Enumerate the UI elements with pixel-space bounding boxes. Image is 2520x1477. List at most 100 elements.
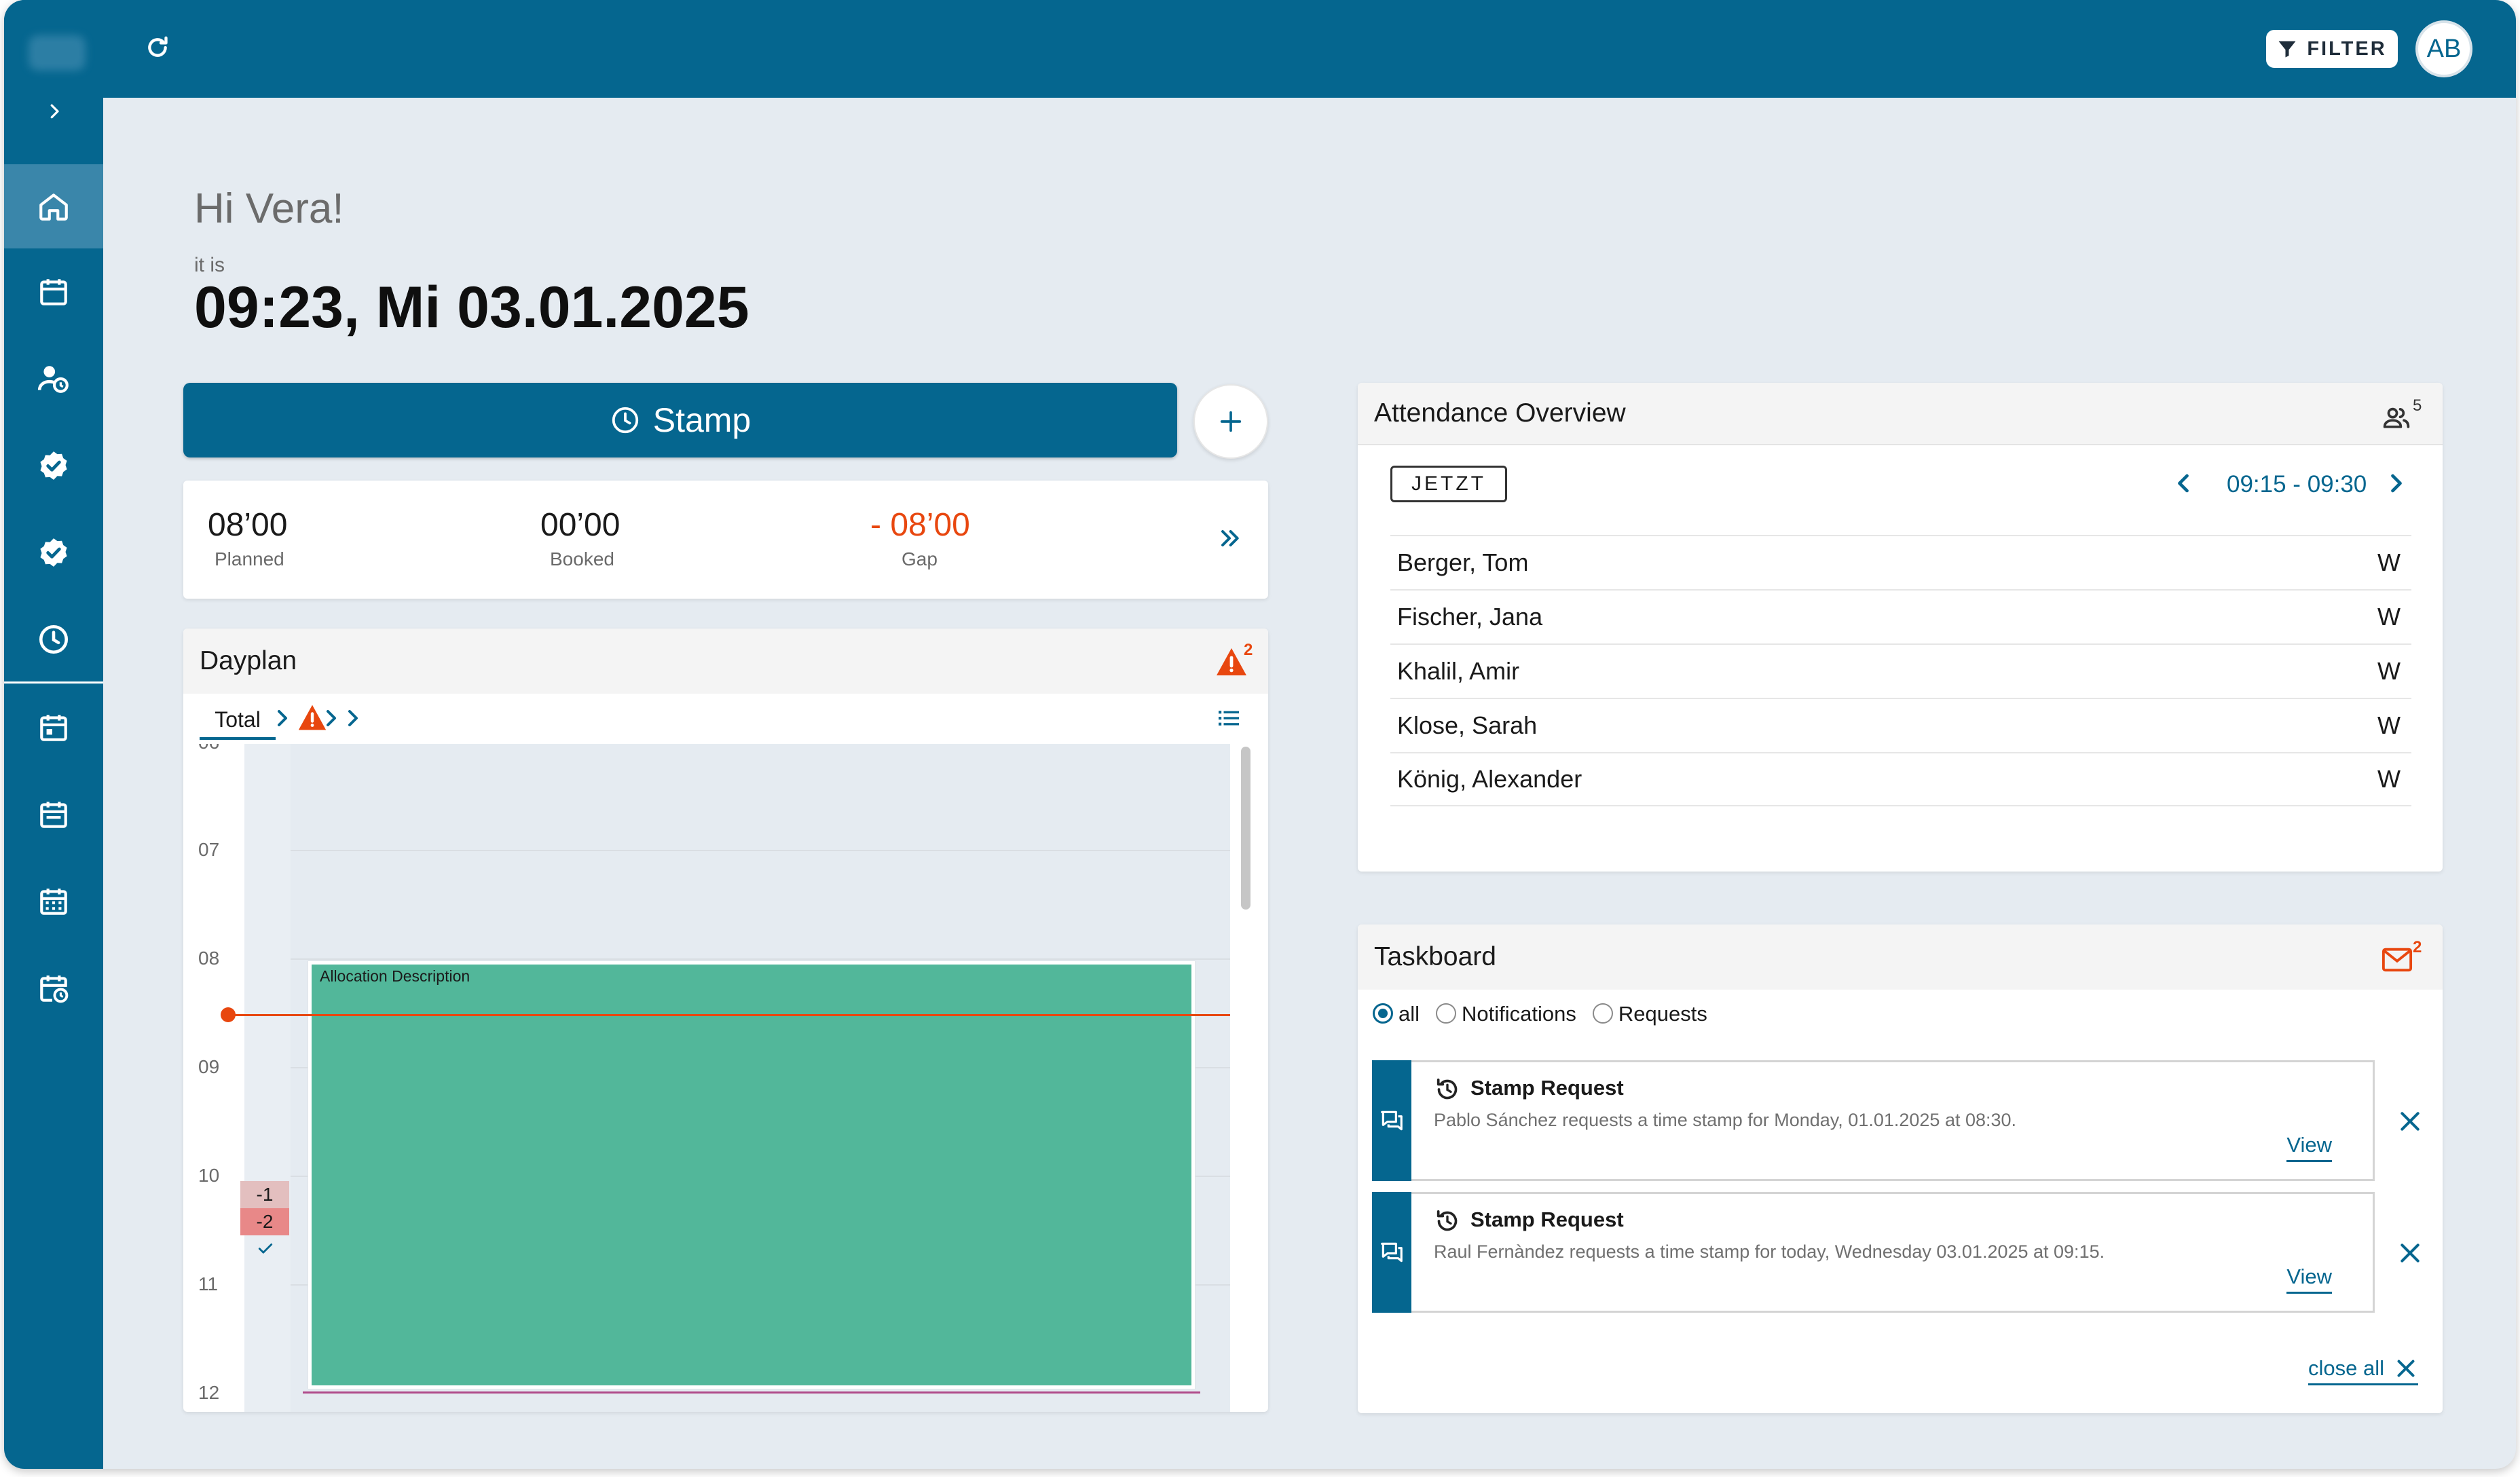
it-is-label: it is [194, 254, 225, 276]
gap-label: Gap [902, 548, 938, 569]
close-icon [2401, 1112, 2420, 1131]
stamp-button[interactable]: Stamp [183, 383, 1177, 457]
sidebar-item-calendar[interactable] [4, 250, 103, 334]
refresh-button[interactable] [143, 33, 172, 62]
message-text: Pablo Sánchez requests a time stamp for … [1434, 1110, 2017, 1130]
sidebar-item-schedule[interactable] [4, 772, 103, 857]
booked-value: 00’00 [540, 507, 620, 543]
taskboard-title: Taskboard [1374, 942, 1496, 971]
hour-label: 12 [198, 1382, 220, 1403]
close-icon [2401, 1244, 2420, 1263]
dayplan-timeline: 06 07 08 09 10 11 12 Allocation Descript… [183, 744, 1268, 1412]
filter-button[interactable]: FILTER [2266, 30, 2398, 68]
mail-icon [2382, 948, 2413, 972]
scrollbar[interactable] [1241, 747, 1250, 910]
calendar-grid-icon [40, 889, 67, 915]
plus-icon [1220, 411, 1242, 432]
booked-label: Booked [550, 548, 614, 569]
sidebar-item-time[interactable] [4, 597, 103, 681]
taskboard-filters: all Notifications Requests [1373, 1002, 1707, 1026]
grid-line [291, 850, 1230, 851]
sidebar-item-month[interactable] [4, 859, 103, 943]
taskboard-mail[interactable]: 2 [2382, 938, 2429, 976]
attendance-people[interactable]: 5 [2382, 396, 2429, 434]
chevron-left-icon[interactable] [2168, 468, 2198, 498]
balance-badge: -1 [240, 1181, 289, 1208]
chevron-right-icon[interactable] [339, 705, 367, 732]
view-link[interactable]: View [2286, 1133, 2332, 1162]
attendance-row[interactable]: König, Alexander W [1390, 752, 2411, 806]
home-icon [39, 193, 68, 221]
employee-name: König, Alexander [1397, 765, 1582, 793]
close-all-label: close all [2308, 1356, 2384, 1380]
sidebar-item-approvals[interactable] [4, 424, 103, 508]
history-icon [1437, 1079, 1458, 1100]
chevron-right-icon[interactable] [269, 705, 296, 732]
view-link[interactable]: View [2286, 1265, 2332, 1294]
attendance-row[interactable]: Klose, Sarah W [1390, 698, 2411, 752]
chat-icon [1381, 1242, 1403, 1263]
task-message[interactable]: Stamp Request Pablo Sánchez requests a t… [1372, 1060, 2375, 1181]
current-datetime: 09:23, Mi 03.01.2025 [194, 275, 749, 340]
employee-status: W [2377, 765, 2401, 793]
filter-requests-radio[interactable]: Requests [1592, 1002, 1707, 1026]
dayplan-header: Dayplan 2 [183, 629, 1268, 694]
gap-value: - 08’00 [870, 507, 970, 543]
close-all-button[interactable]: close all [2308, 1356, 2418, 1385]
taskboard-card: Taskboard 2 all Notifications Requests S… [1358, 924, 2443, 1413]
attendance-header: Attendance Overview 5 [1358, 383, 2443, 445]
sidebar-item-attendance[interactable] [4, 337, 103, 421]
attendance-card: Attendance Overview 5 JETZT 09:15 - 09:3… [1358, 383, 2443, 872]
hour-label: 08 [198, 948, 220, 969]
sidebar-item-dayplan[interactable] [4, 686, 103, 770]
hour-label: 07 [198, 839, 220, 860]
expand-sidebar-button[interactable] [39, 96, 69, 126]
add-button[interactable] [1193, 384, 1268, 459]
app-logo [29, 35, 86, 71]
users-icon [2383, 407, 2410, 428]
user-avatar[interactable]: AB [2415, 20, 2472, 77]
list-icon[interactable] [1215, 705, 1242, 732]
filter-icon [2278, 41, 2296, 58]
sidebar-item-confirmations[interactable] [4, 510, 103, 595]
now-button[interactable]: JETZT [1390, 466, 1507, 502]
radio [1436, 1003, 1457, 1024]
allocation-end-line [303, 1391, 1200, 1394]
dayplan-warnings[interactable]: 2 [1215, 641, 1263, 681]
planned-value: 08’00 [208, 507, 288, 543]
sidebar-item-history[interactable] [4, 946, 103, 1030]
dismiss-message-button[interactable] [2392, 1104, 2428, 1139]
close-icon [2397, 1360, 2415, 1377]
check-icon [258, 1244, 273, 1254]
planned-label: Planned [215, 548, 284, 569]
message-text: Raul Fernàndez requests a time stamp for… [1434, 1241, 2105, 1262]
current-time-marker [221, 1007, 236, 1022]
current-time-line [227, 1014, 1230, 1016]
badge-column [244, 744, 291, 1412]
allocation-block[interactable]: Allocation Description [308, 961, 1195, 1389]
sidebar-item-home[interactable] [4, 164, 103, 248]
filter-label: FILTER [2307, 37, 2387, 60]
top-bar [4, 0, 2516, 98]
radio-selected [1373, 1003, 1393, 1024]
chevron-right-icon[interactable] [318, 705, 345, 732]
attendance-row[interactable]: Berger, Tom W [1390, 535, 2411, 589]
warning-icon[interactable] [297, 703, 327, 732]
filter-notifications-radio[interactable]: Notifications [1436, 1002, 1576, 1026]
task-message[interactable]: Stamp Request Raul Fernàndez requests a … [1372, 1192, 2375, 1313]
badge-check-icon [40, 538, 67, 567]
allocation-label: Allocation Description [320, 967, 470, 985]
summary-details-button[interactable] [1212, 521, 1246, 555]
message-title: Stamp Request [1470, 1208, 1624, 1231]
dismiss-message-button[interactable] [2392, 1235, 2428, 1271]
calendar-icon [40, 802, 67, 828]
attendance-row[interactable]: Khalil, Amir W [1390, 643, 2411, 698]
tab-total[interactable]: Total [200, 702, 276, 740]
attendance-title: Attendance Overview [1374, 398, 1626, 428]
attendance-row[interactable]: Fischer, Jana W [1390, 589, 2411, 643]
message-type-bar [1372, 1060, 1411, 1181]
gutter [238, 744, 244, 1412]
chevron-right-icon[interactable] [2382, 468, 2411, 498]
stamp-button-label: Stamp [652, 401, 752, 439]
filter-all-radio[interactable]: all [1373, 1002, 1420, 1026]
